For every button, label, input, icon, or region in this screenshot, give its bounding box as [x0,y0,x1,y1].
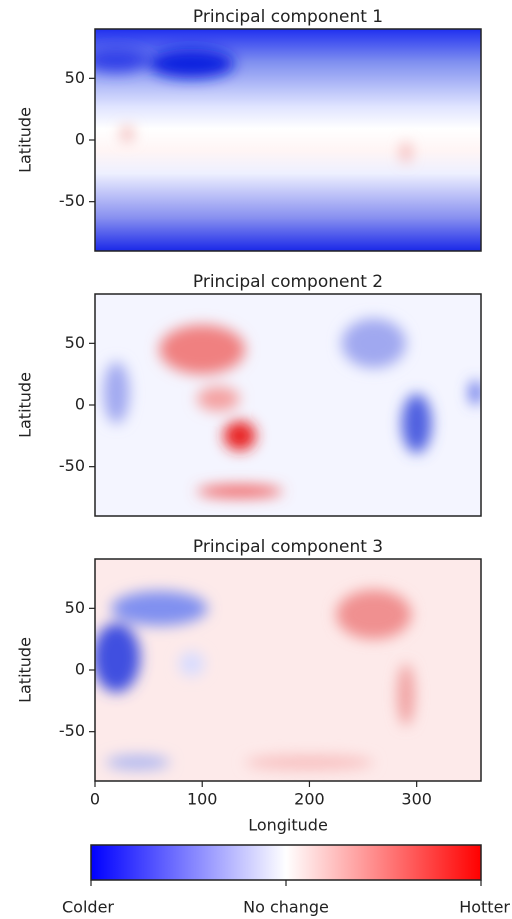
heatmap-region [223,421,256,451]
y-tick-label: 50 [65,598,85,617]
chart-title: Principal component 2 [193,272,383,292]
y-axis-label: Latitude [16,372,35,438]
heatmap-regions [103,318,481,498]
x-axis-label: Longitude [248,816,328,835]
colorbar-label: Hotter [459,898,510,917]
heatmap-regions [95,589,415,770]
heatmap-region [120,126,134,142]
x-tick-label: 0 [90,790,100,809]
heatmap [95,294,481,516]
heatmap-region [196,386,240,412]
y-tick-label: -50 [59,456,85,475]
heatmap-region [178,651,205,677]
heatmap-region [95,47,149,73]
y-tick-label: 0 [75,130,85,149]
x-tick-label: 200 [294,790,325,809]
heatmap-region [111,591,208,626]
colorbar-label: No change [243,898,329,917]
heatmap-region [196,485,283,498]
heatmap-region [469,380,481,405]
heatmap-region [103,361,130,424]
y-tick-label: 0 [75,660,85,679]
colorbar [90,844,482,881]
y-tick-label: 0 [75,395,85,414]
heatmap-region [336,589,412,640]
chart-title: Principal component 1 [193,7,383,27]
x-tick-label: 300 [401,790,432,809]
y-tick-label: -50 [59,721,85,740]
colorbar-label: Colder [62,898,114,917]
heatmap-region [95,623,141,693]
heatmap-region [245,755,374,770]
y-tick-label: -50 [59,191,85,210]
y-axis-label: Latitude [16,107,35,173]
y-axis-label: Latitude [16,637,35,703]
heatmap-region [401,393,432,454]
y-tick-label: 50 [65,68,85,87]
heatmap-region [159,324,246,375]
heatmap-regions [95,47,411,163]
x-tick-label: 100 [187,790,218,809]
chart-title: Principal component 3 [193,537,383,557]
heatmap-region [105,755,171,770]
heatmap [95,559,481,781]
heatmap-region [341,318,406,369]
heatmap-region [401,142,411,163]
heatmap-region [397,663,415,726]
heatmap [95,29,481,251]
y-tick-label: 50 [65,333,85,352]
heatmap-region [148,48,235,79]
